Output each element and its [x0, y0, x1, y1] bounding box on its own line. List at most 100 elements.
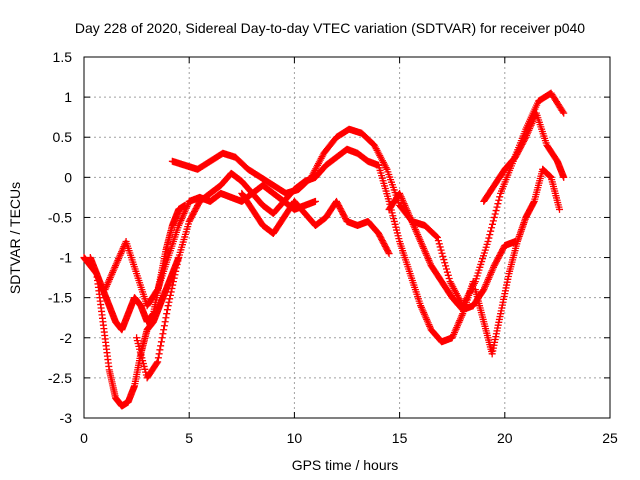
data-point — [167, 288, 175, 296]
data-point — [157, 338, 165, 346]
data-point — [445, 274, 453, 282]
data-point — [436, 243, 444, 251]
data-point — [560, 173, 568, 181]
y-tick-label: -2 — [60, 330, 73, 346]
data-point — [164, 302, 172, 310]
y-tick-label: -1.5 — [48, 290, 72, 306]
data-point — [166, 295, 174, 303]
data-point — [173, 260, 181, 268]
data-point — [495, 196, 503, 204]
data-point — [485, 234, 493, 242]
data-point — [169, 281, 177, 289]
data-point — [444, 271, 452, 279]
data-point — [156, 346, 164, 354]
data-point — [311, 197, 319, 205]
data-point — [385, 250, 393, 258]
data-point — [559, 108, 567, 116]
y-ticks: -3 -2.5 -2 -1.5 -1 -0.5 0 0.5 1 1.5 — [48, 49, 610, 426]
data-point — [172, 264, 180, 272]
data-point — [168, 284, 176, 292]
x-tick-label: 5 — [185, 430, 193, 446]
y-tick-label: -1 — [60, 250, 73, 266]
data-point — [489, 217, 497, 225]
y-tick-label: 0.5 — [53, 129, 73, 145]
data-point — [433, 234, 441, 241]
data-point — [172, 267, 180, 275]
data-point — [487, 227, 495, 235]
data-point — [494, 200, 502, 208]
x-axis-label: GPS time / hours — [292, 457, 399, 473]
data-point — [486, 231, 494, 239]
axes — [83, 56, 611, 419]
data-point — [437, 246, 445, 254]
data-point — [438, 249, 446, 257]
y-tick-label: -0.5 — [48, 209, 72, 225]
y-tick-label: 1.5 — [53, 49, 73, 65]
data-point — [435, 240, 443, 248]
data-point — [443, 268, 451, 276]
data-point — [491, 210, 499, 218]
data-point — [166, 291, 174, 299]
data-point — [488, 220, 496, 228]
data-point — [153, 287, 161, 295]
series-arc-7 — [385, 189, 519, 314]
data-point — [560, 109, 568, 117]
data-point — [159, 330, 167, 338]
data-point — [384, 248, 392, 256]
x-tick-label: 10 — [287, 430, 303, 446]
x-tick-label: 25 — [602, 430, 618, 446]
data-point — [440, 256, 448, 264]
data-point — [434, 237, 442, 245]
data-point — [556, 205, 564, 213]
y-axis-label: SDTVAR / TECUs — [7, 182, 23, 294]
data-point — [165, 298, 173, 306]
data-point — [521, 135, 529, 143]
y-tick-label: 1 — [64, 89, 72, 105]
data-point — [155, 350, 163, 358]
grid — [84, 57, 610, 418]
data-point — [441, 259, 449, 267]
data-point — [484, 238, 492, 246]
data-point — [492, 207, 500, 215]
x-tick-label: 15 — [392, 430, 408, 446]
chart-title: Day 228 of 2020, Sidereal Day-to-day VTE… — [75, 20, 585, 36]
data-point — [439, 252, 447, 260]
series-arc-4 — [133, 145, 477, 382]
data-point — [442, 262, 450, 270]
data-point — [154, 358, 162, 366]
x-tick-label: 0 — [80, 430, 88, 446]
data-point — [163, 306, 171, 314]
x-tick-label: 20 — [497, 430, 513, 446]
data-point — [496, 193, 504, 201]
data-point — [433, 233, 441, 241]
series-arc-9 — [480, 109, 568, 205]
data-point — [171, 271, 179, 279]
data-point — [170, 274, 178, 282]
y-tick-label: 0 — [64, 169, 72, 185]
data-point — [163, 310, 171, 318]
data-point — [160, 322, 168, 330]
data-point — [157, 342, 165, 350]
data-point — [493, 203, 501, 211]
data-point — [490, 213, 498, 221]
data-point — [174, 257, 182, 265]
data-point — [162, 314, 170, 322]
data-point — [153, 359, 161, 367]
series-arc-5 — [168, 89, 568, 310]
y-tick-label: -2.5 — [48, 370, 72, 386]
data-point — [160, 326, 168, 334]
series-arc-2 — [86, 254, 183, 410]
series-arc-6 — [238, 189, 393, 258]
x-ticks: 0 5 10 15 20 25 — [80, 57, 618, 446]
data-point — [158, 334, 166, 342]
y-tick-label: -3 — [60, 410, 73, 426]
data-point — [442, 265, 450, 273]
plot-frame — [83, 56, 611, 419]
data-point — [161, 318, 169, 326]
data-point — [169, 278, 177, 286]
data-point — [154, 354, 162, 362]
data-points — [80, 89, 568, 410]
data-point — [488, 224, 496, 232]
series-arc-8 — [471, 165, 564, 358]
